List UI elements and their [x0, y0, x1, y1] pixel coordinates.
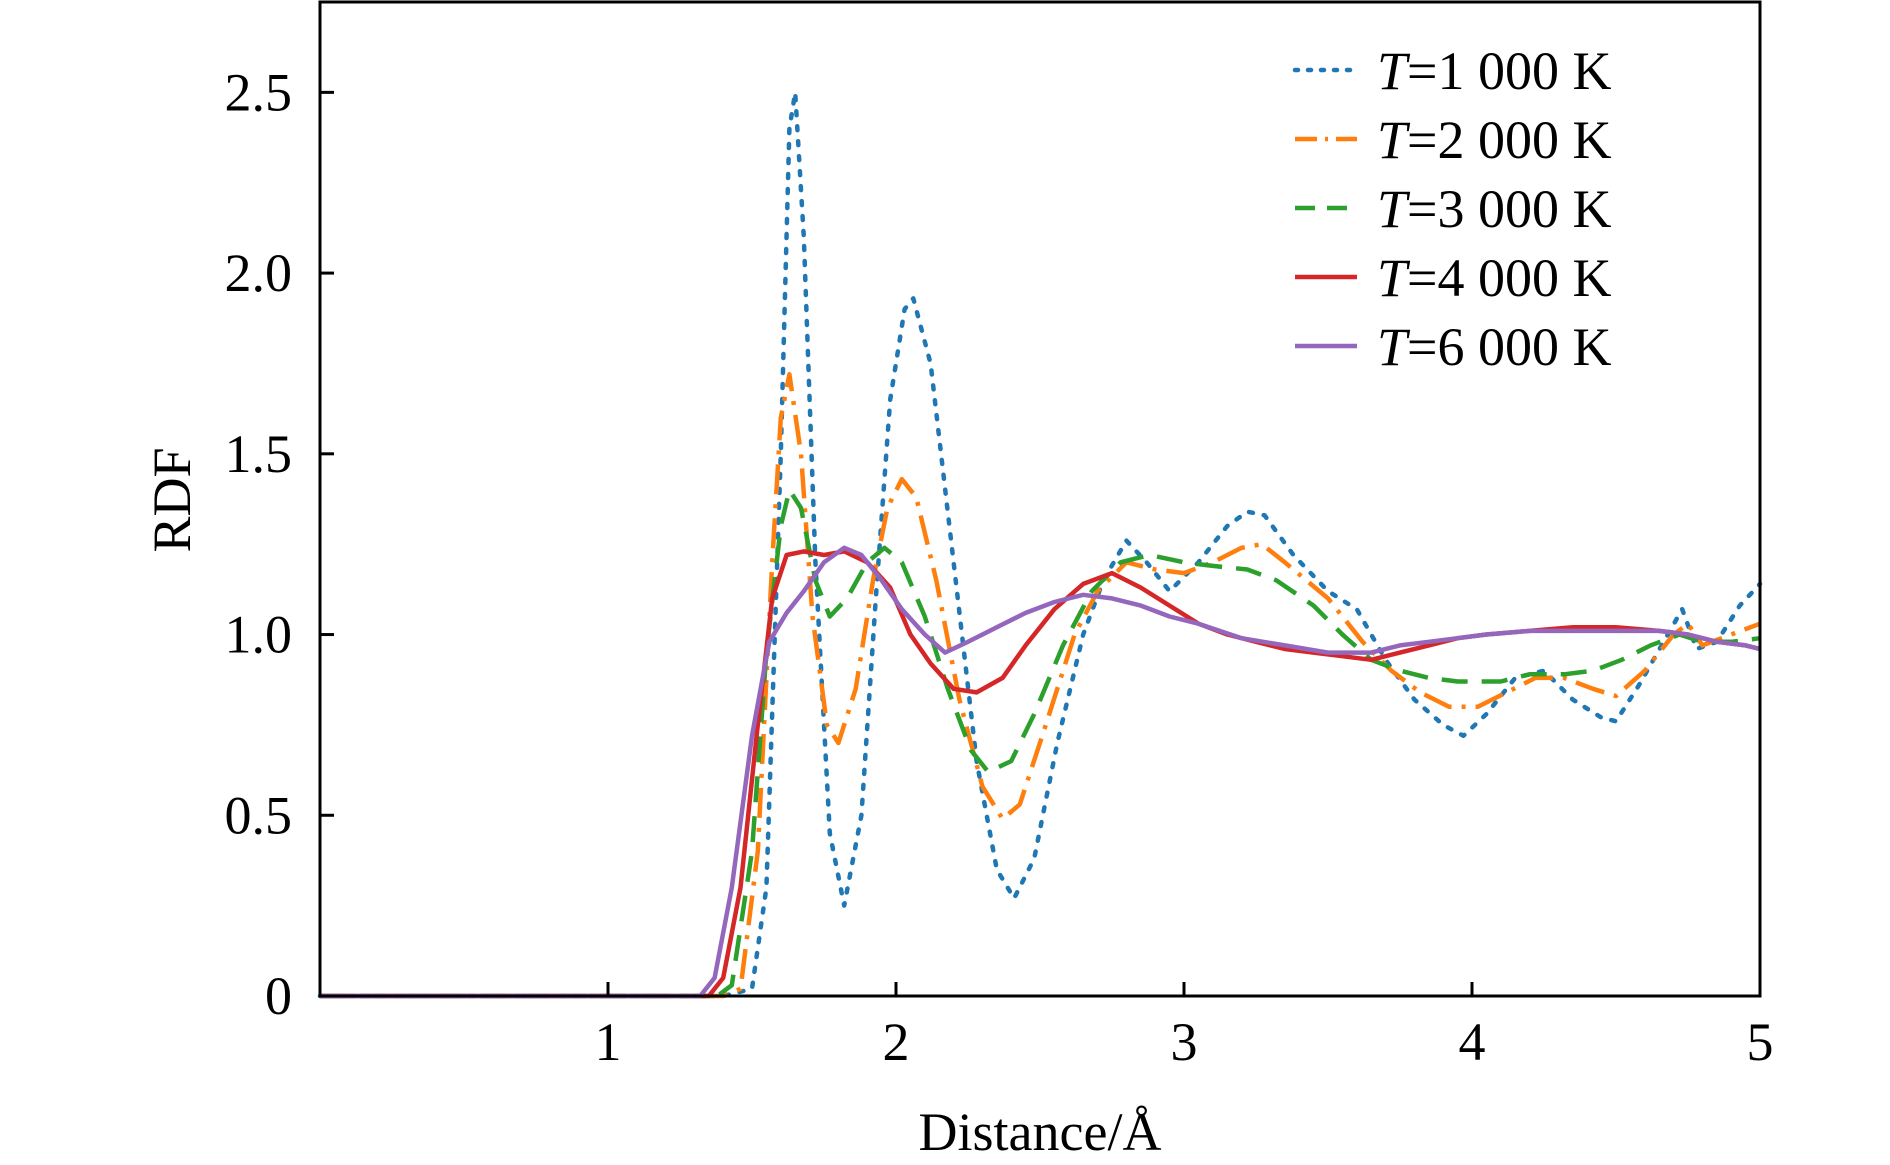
legend-label: T=1 000 K	[1377, 41, 1612, 101]
x-tick-label: 1	[595, 1012, 622, 1072]
series-line-3	[320, 487, 1761, 999]
y-axis-label: RDF	[142, 447, 202, 552]
legend: T=1 000 K T=2 000 K T=3 000 K T=4 000 K T=6 …	[1292, 41, 1612, 377]
y-tick-label: 0	[265, 966, 292, 1026]
y-tick-label: 2.0	[225, 243, 293, 303]
x-tick-label: 4	[1459, 1012, 1486, 1072]
y-tick-label: 2.5	[225, 62, 293, 122]
x-tick-label: 5	[1747, 1012, 1774, 1072]
x-tick-label: 3	[1171, 1012, 1198, 1072]
series-line-1	[317, 90, 1763, 999]
series-layer	[317, 90, 1763, 999]
x-axis: 1 2 3 4 5	[595, 982, 1774, 1072]
y-tick-label: 0.5	[225, 785, 293, 845]
plot-frame	[318, 0, 1762, 998]
legend-label: T=2 000 K	[1377, 110, 1612, 170]
y-tick-label: 1.0	[225, 605, 293, 665]
legend-label: T=6 000 K	[1377, 317, 1612, 377]
x-tick-label: 2	[883, 1012, 910, 1072]
series-line-4	[320, 549, 1761, 999]
series-line-5	[320, 545, 1761, 999]
legend-label: T=3 000 K	[1377, 179, 1612, 239]
y-tick-label: 1.5	[225, 424, 293, 484]
x-axis-label: Distance/Å	[919, 1102, 1162, 1160]
y-axis: 0 0.5 1.0 1.5 2.0 2.5	[225, 62, 334, 1026]
legend-label: T=4 000 K	[1377, 248, 1612, 308]
series-line-2	[320, 372, 1761, 999]
